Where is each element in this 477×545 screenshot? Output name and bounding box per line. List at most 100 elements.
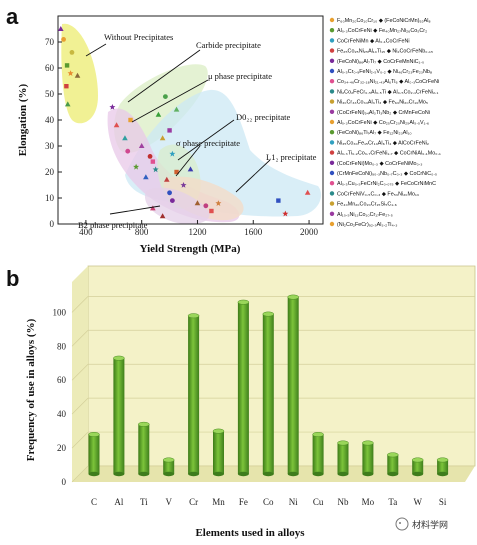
data-point	[209, 208, 214, 214]
y-ticks: 0 20 40 60 80 100	[53, 307, 67, 487]
bar-cap	[187, 313, 200, 319]
data-point	[276, 198, 281, 203]
legend-marker	[329, 28, 335, 33]
bar-body	[163, 459, 175, 474]
arrow-l12	[235, 159, 271, 193]
panel-a-label: a	[6, 4, 19, 29]
legend-entry: CoCrFeNiMn ◆ Al₀.₁CoCrFeNi	[337, 38, 410, 44]
bar-cap	[411, 457, 424, 463]
data-point	[74, 72, 81, 78]
y-tick-label: 60	[57, 375, 67, 385]
category-label: W	[413, 497, 422, 507]
bar-cap	[387, 452, 399, 458]
data-point	[203, 203, 209, 209]
bar	[411, 457, 424, 477]
legend-entry: Fe₂₅Co₂₅Ni₂₅Al₁₀Ti₁₅ ◆ Ni₂CoCrFeNb₀.₁₅	[337, 49, 433, 55]
gridlines	[71, 296, 475, 483]
bar-cap	[237, 299, 250, 305]
bar-base	[88, 471, 100, 477]
anno-carbide: Carbide precipitate	[196, 40, 261, 50]
bar-body	[362, 442, 374, 474]
y-tick-label: 40	[45, 115, 55, 125]
arrow-mu-phase	[131, 79, 209, 123]
y-tick-label: 70	[45, 37, 55, 47]
arrow-d022	[177, 119, 235, 161]
anno-l12: L1₂ precipitate	[266, 152, 317, 162]
y-tick-label: 10	[45, 193, 55, 203]
data-point	[159, 135, 166, 141]
category-label: Ta	[388, 497, 397, 507]
bar-base	[337, 471, 349, 477]
bar-body	[287, 297, 299, 474]
watermark-icon	[395, 517, 409, 531]
data-point	[304, 189, 311, 195]
legend-entry: Co₃₄.₄₆Cr₃₂.₁₈Ni₂₁.₄₁Al₆Ti₆ ◆ Al₀.₃CoCrF…	[337, 79, 439, 85]
bar-base	[437, 471, 449, 477]
legend-marker	[329, 150, 335, 155]
bar-cap	[436, 457, 449, 463]
legend-entry: Ni₃₅Co₃₀Fe₁₅Cr₁₀Al₆Ti₄ ◆ AlCoCrFeNi₂	[337, 140, 429, 146]
legend-entry: (FeCoNi)₈₆Ti₇Al₇ ◆ Fe₁₂Ni₂₃Al₁₀	[337, 130, 412, 136]
bar-cap	[113, 355, 125, 361]
arrow-carbide	[127, 49, 201, 103]
data-point	[162, 94, 168, 99]
data-point	[138, 143, 145, 148]
data-points	[57, 26, 311, 219]
category-label: Co	[263, 497, 274, 507]
bar	[436, 457, 449, 477]
legend-marker	[329, 89, 335, 94]
region-without-precipitates	[61, 23, 98, 124]
legend-entry: Fe₄₀Mn₂₀Co₂₀Cr₁₅Si₅C₁.₆	[337, 202, 397, 208]
bar	[262, 311, 275, 477]
region-sigma	[163, 176, 244, 221]
legend-marker	[329, 170, 335, 176]
x-tick-label: 800	[135, 227, 149, 237]
y-axis-label-b: Frequency of use in alloys (%)	[25, 318, 37, 461]
bar	[88, 432, 100, 477]
legend-marker	[329, 68, 335, 74]
legend-marker	[329, 160, 335, 165]
bar-body	[138, 424, 150, 474]
gridline-side	[71, 330, 89, 347]
data-point	[173, 106, 180, 112]
anno-sigma: σ phase precipitate	[176, 138, 240, 148]
x-tick-label: 400	[79, 227, 93, 237]
category-label: Nb	[338, 497, 349, 507]
data-point	[109, 104, 116, 110]
bar	[162, 457, 175, 477]
data-point	[150, 205, 156, 211]
bar	[113, 355, 125, 477]
legend-entry: (Ni₂Co₂FeCr)₉₂.₅Al₃.₂Ti₄.₃	[337, 222, 397, 228]
legend-marker	[329, 191, 335, 196]
data-point	[163, 176, 170, 182]
x-axis-label-b: Elements used in alloys	[195, 527, 305, 539]
bar-body	[337, 442, 349, 474]
data-point	[133, 163, 140, 170]
anno-without-precipitates: Without Precipitates	[104, 32, 173, 42]
bar-base	[312, 471, 324, 477]
bar	[187, 313, 200, 477]
category-label: Mn	[212, 497, 225, 507]
bar-body	[262, 314, 274, 474]
legend-marker	[329, 211, 335, 216]
category-label: Cr	[189, 497, 198, 507]
data-point	[64, 101, 71, 107]
data-point	[147, 154, 153, 159]
bar	[362, 440, 374, 477]
bar	[287, 294, 299, 477]
y-tick-label: 0	[62, 477, 67, 487]
data-point	[169, 198, 175, 204]
legend-entry: Al₀.₅Cu₀.₅FeCrNi₂C₀.₀₇₅ ◆ FeCoCrNiMnC	[337, 181, 436, 187]
watermark-icon-dot	[399, 522, 401, 524]
bar	[237, 299, 250, 477]
bar-body	[213, 431, 224, 474]
data-point	[143, 174, 149, 180]
bar-base	[262, 471, 274, 477]
legend-entry: Al₀.₃CoCrFeNi ◆ Fe₄₀Mn₂₇Ni₂₆Co₅Cr₂	[337, 28, 427, 34]
data-point	[159, 213, 166, 219]
y-tick-label: 20	[57, 443, 67, 453]
bar-cap	[88, 432, 100, 437]
anno-b2: B2 phase precipitate	[78, 220, 148, 230]
data-point	[187, 166, 194, 172]
